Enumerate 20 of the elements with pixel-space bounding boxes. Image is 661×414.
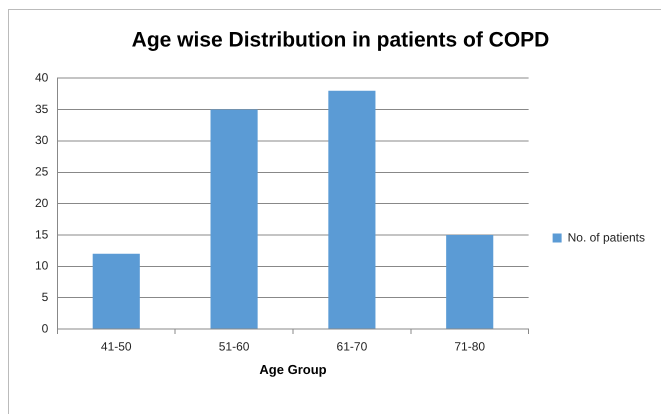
legend-label: No. of patients (568, 230, 646, 244)
y-tick-label: 0 (42, 321, 49, 336)
chart-title: Age wise Distribution in patients of COPD (132, 28, 550, 52)
y-tick-label: 30 (34, 133, 49, 148)
y-tick-label: 20 (34, 196, 49, 210)
bar (446, 234, 494, 328)
y-tick-label: 15 (34, 227, 49, 242)
y-tick-label: 25 (34, 164, 49, 179)
y-tick-label: 5 (42, 290, 49, 304)
x-tick-label: 61-70 (336, 340, 368, 354)
bar (92, 254, 140, 328)
x-tick-label: 71-80 (454, 340, 486, 354)
x-axis-title: Age Group (259, 362, 327, 377)
y-tick-label: 40 (34, 70, 49, 85)
bar (328, 90, 376, 328)
bar (210, 110, 258, 328)
x-tick-label: 41-50 (100, 340, 132, 354)
y-tick-label: 10 (34, 258, 49, 273)
y-tick-label: 35 (34, 102, 49, 116)
x-tick-label: 51-60 (218, 340, 250, 354)
